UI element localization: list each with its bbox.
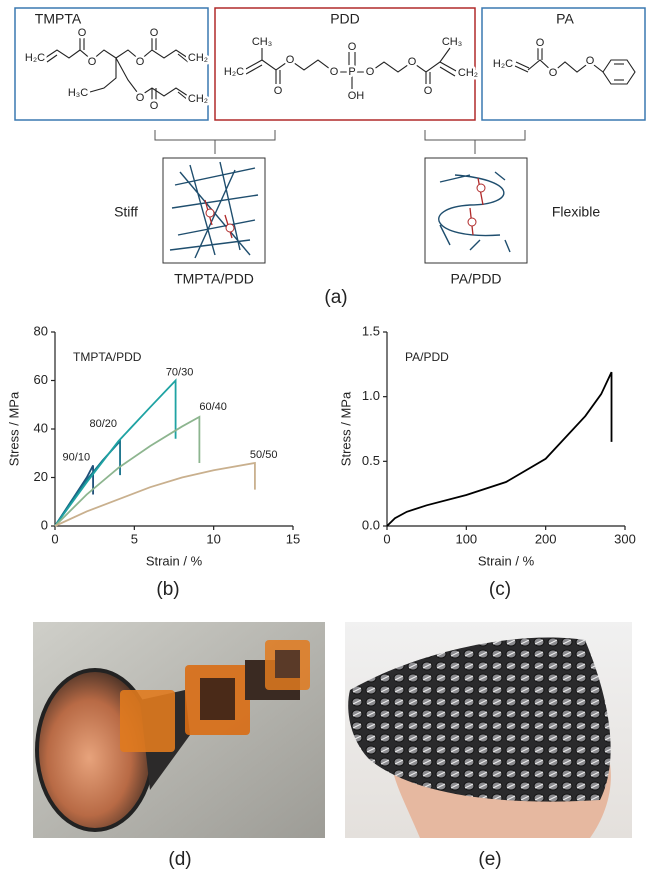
atom-label: CH₂ — [188, 52, 208, 64]
series-label: 50/50 — [250, 449, 278, 461]
atom-label: CH₃ — [252, 36, 272, 48]
bracket — [425, 130, 525, 154]
photo-horn-antenna — [33, 622, 325, 838]
x-axis-title: Strain / % — [146, 553, 203, 568]
x-tick-label: 0 — [383, 531, 390, 546]
series-label: 80/20 — [90, 418, 118, 430]
y-tick-label: 1.5 — [362, 323, 380, 338]
y-tick-label: 0 — [41, 517, 48, 532]
x-tick-label: 15 — [286, 531, 300, 546]
atom-label: H₂C — [493, 58, 513, 70]
atom-label: O — [274, 85, 283, 97]
atom-label: O — [136, 56, 145, 68]
network-name: PA/PDD — [450, 271, 501, 287]
monomer-name: TMPTA — [35, 11, 82, 27]
flexible-network — [425, 158, 527, 263]
x-tick-label: 300 — [614, 531, 636, 546]
y-tick-label: 80 — [34, 323, 48, 338]
atom-label: O — [330, 66, 339, 78]
atom-label: O — [586, 55, 595, 67]
x-tick-label: 200 — [535, 531, 557, 546]
bracket — [155, 130, 275, 154]
series-label: 60/40 — [199, 401, 227, 413]
panel-label: (d) — [168, 849, 191, 870]
atom-label: O — [150, 100, 159, 112]
series-label: 90/10 — [63, 451, 91, 463]
atom-label: O — [88, 56, 97, 68]
atom-label: O — [366, 66, 375, 78]
x-tick-label: 0 — [51, 531, 58, 546]
atom-label: H₂C — [25, 52, 45, 64]
chart-annotation: TMPTA/PDD — [73, 350, 142, 364]
tmpta-structure — [45, 38, 188, 100]
pa-structure — [515, 48, 635, 84]
x-axis-title: Strain / % — [478, 553, 535, 568]
data-line — [387, 372, 612, 526]
atom-label: CH₂ — [188, 93, 208, 105]
x-tick-label: 100 — [455, 531, 477, 546]
atom-label: H₃C — [68, 87, 88, 99]
atom-label: CH₃ — [442, 36, 462, 48]
x-tick-label: 10 — [206, 531, 220, 546]
data-line — [55, 463, 255, 526]
y-tick-label: 40 — [34, 420, 48, 435]
atom-label: CH₂ — [458, 67, 478, 79]
y-tick-label: 0.0 — [362, 517, 380, 532]
atom-label: O — [150, 27, 159, 39]
y-tick-label: 60 — [34, 372, 48, 387]
atom-label: O — [136, 92, 145, 104]
monomer-name: PA — [556, 11, 574, 27]
atom-label: H₂C — [224, 66, 244, 78]
figure: TMPTAH₂COOOOCH₂H₃COOCH₂PDDCH₃H₂COOOPOOHO… — [0, 0, 657, 875]
stiff-network — [163, 158, 265, 263]
y-tick-label: 0.5 — [362, 453, 380, 468]
network-property: Stiff — [114, 204, 138, 220]
atom-label: P — [348, 66, 355, 78]
network-property: Flexible — [552, 204, 600, 220]
atom-label: O — [348, 41, 357, 53]
y-axis-title: Stress / MPa — [338, 391, 353, 466]
x-tick-label: 5 — [131, 531, 138, 546]
atom-label: O — [408, 56, 417, 68]
network-name: TMPTA/PDD — [174, 271, 254, 287]
panel-label: (b) — [156, 579, 179, 600]
atom-label: O — [549, 67, 558, 79]
y-tick-label: 20 — [34, 469, 48, 484]
y-axis-title: Stress / MPa — [6, 391, 21, 466]
panel-label: (e) — [478, 849, 501, 870]
atom-label: OH — [348, 90, 365, 102]
data-line — [55, 417, 199, 526]
photo-lattice-mesh — [345, 622, 632, 838]
chart-annotation: PA/PDD — [405, 350, 449, 364]
atom-label: O — [424, 85, 433, 97]
panel-label: (c) — [489, 579, 511, 600]
atom-label: O — [536, 37, 545, 49]
panel-label: (a) — [324, 287, 347, 308]
atom-label: O — [286, 54, 295, 66]
atom-label: O — [78, 27, 87, 39]
y-tick-label: 1.0 — [362, 388, 380, 403]
series-label: 70/30 — [166, 366, 194, 378]
monomer-name: PDD — [330, 11, 360, 27]
